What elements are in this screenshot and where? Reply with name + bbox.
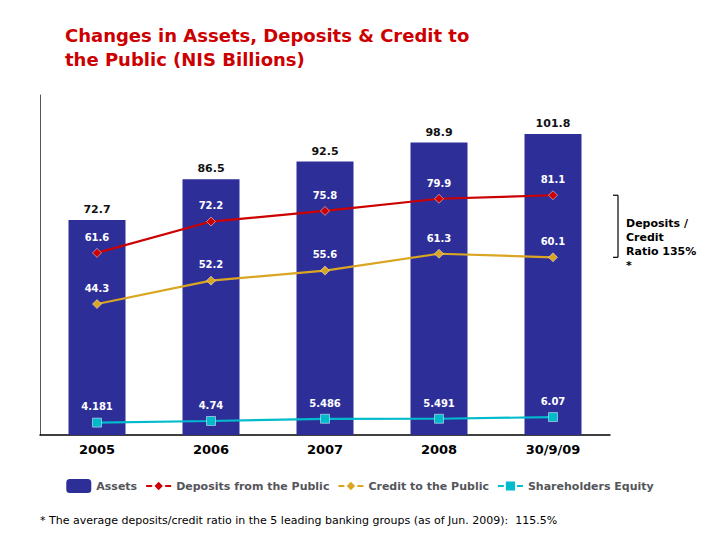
svg-text:* The average deposits/credit: * The average deposits/credit ratio in t…: [40, 514, 557, 527]
svg-text:Assets: Assets: [96, 480, 137, 493]
svg-text:Deposits from the Public: Deposits from the Public: [176, 480, 329, 493]
svg-text:86.5: 86.5: [197, 162, 224, 175]
svg-text:the Public (NIS Billions): the Public (NIS Billions): [65, 49, 305, 70]
svg-text:44.3: 44.3: [85, 283, 110, 294]
svg-text:92.5: 92.5: [311, 145, 338, 158]
svg-text:101.8: 101.8: [536, 117, 571, 130]
svg-text:2005: 2005: [79, 442, 115, 457]
svg-text:5.491: 5.491: [423, 398, 455, 409]
svg-text:72.2: 72.2: [199, 200, 224, 211]
svg-text:61.3: 61.3: [427, 233, 452, 244]
svg-text:Credit to the Public: Credit to the Public: [368, 480, 489, 493]
svg-text:Deposits /: Deposits /: [626, 217, 689, 230]
svg-text:4.74: 4.74: [199, 400, 224, 411]
svg-text:98.9: 98.9: [425, 126, 452, 139]
svg-text:61.6: 61.6: [85, 232, 110, 243]
svg-text:4.181: 4.181: [81, 401, 113, 412]
svg-text:79.9: 79.9: [427, 178, 452, 189]
svg-text:Shareholders Equity: Shareholders Equity: [528, 480, 654, 493]
svg-text:6.07: 6.07: [541, 396, 566, 407]
svg-text:*: *: [626, 259, 632, 272]
svg-text:52.2: 52.2: [199, 259, 224, 270]
svg-text:81.1: 81.1: [541, 174, 566, 185]
svg-text:2008: 2008: [421, 442, 457, 457]
svg-text:72.7: 72.7: [83, 203, 110, 216]
svg-text:2006: 2006: [193, 442, 229, 457]
svg-text:Credit: Credit: [626, 231, 664, 244]
svg-text:2007: 2007: [307, 442, 343, 457]
svg-text:30/9/09: 30/9/09: [526, 442, 581, 457]
svg-text:60.1: 60.1: [541, 236, 566, 247]
svg-text:55.6: 55.6: [313, 249, 338, 260]
svg-text:Ratio 135%: Ratio 135%: [626, 245, 696, 258]
svg-text:75.8: 75.8: [313, 190, 338, 201]
svg-text:5.486: 5.486: [309, 398, 341, 409]
svg-text:Changes in Assets, Deposits &: Changes in Assets, Deposits & Credit to: [65, 25, 469, 46]
